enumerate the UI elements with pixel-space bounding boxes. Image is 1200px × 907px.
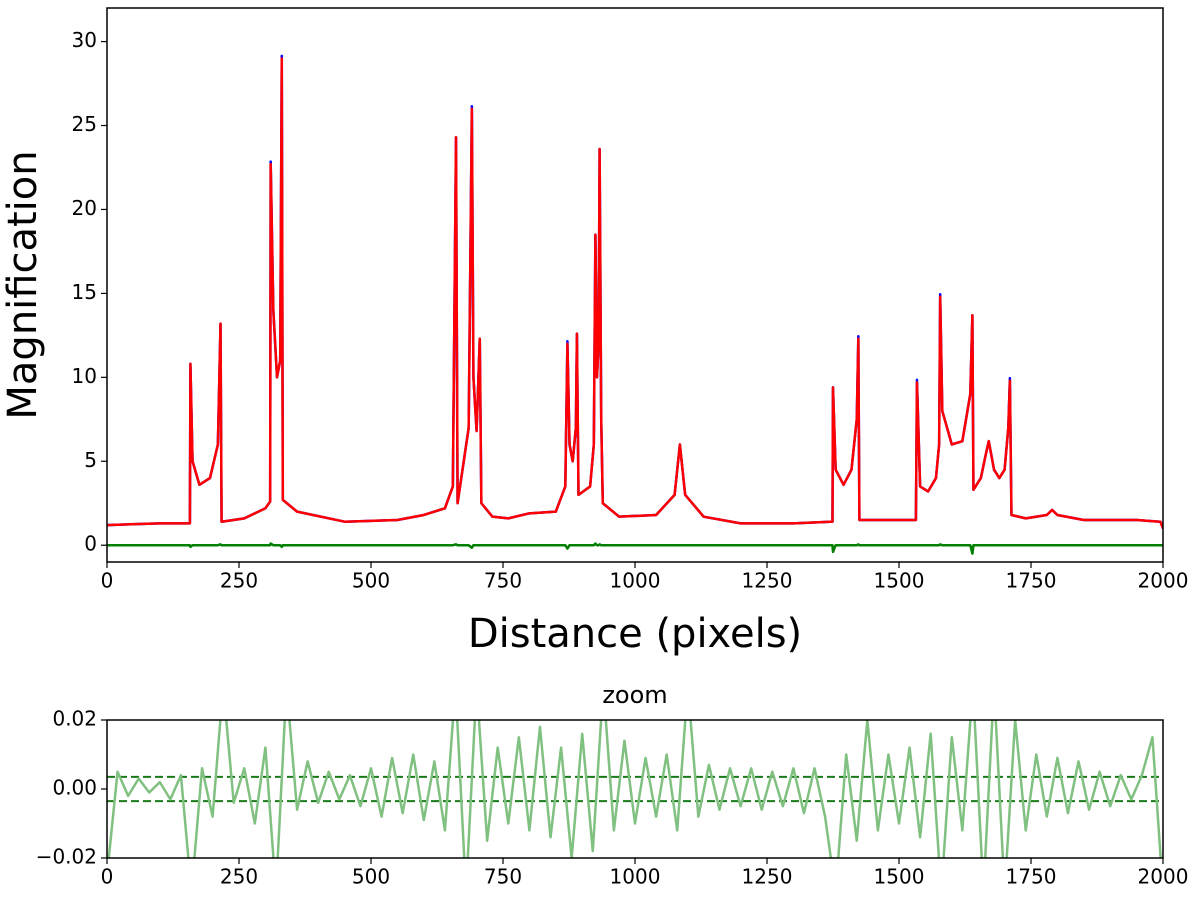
x-tick-label: 1500 bbox=[874, 569, 925, 593]
data-line bbox=[107, 542, 1163, 555]
y-tick-label: 0 bbox=[84, 532, 97, 556]
axes-frame bbox=[106, 719, 1164, 859]
y-tick-label: −0.02 bbox=[36, 845, 97, 869]
data-line bbox=[107, 57, 1163, 529]
x-tick-label: 1250 bbox=[742, 569, 793, 593]
x-tick-label: 250 bbox=[220, 865, 258, 889]
x-tick-label: 250 bbox=[220, 569, 258, 593]
y-tick-label: 0.00 bbox=[52, 776, 97, 800]
x-tick-label: 2000 bbox=[1138, 865, 1189, 889]
plot-area bbox=[107, 54, 1163, 555]
chart-title: zoom bbox=[602, 681, 667, 709]
x-tick-label: 1250 bbox=[742, 865, 793, 889]
x-tick-label: 750 bbox=[484, 569, 522, 593]
x-tick-label: 2000 bbox=[1138, 569, 1189, 593]
x-tick-label: 0 bbox=[101, 865, 114, 889]
x-tick-label: 0 bbox=[101, 569, 114, 593]
y-tick-label: 25 bbox=[72, 112, 97, 136]
x-tick-label: 1750 bbox=[1006, 569, 1057, 593]
axes-frame bbox=[106, 7, 1164, 563]
x-tick-label: 1000 bbox=[610, 569, 661, 593]
plot-area bbox=[107, 720, 1163, 858]
y-tick-label: 0.02 bbox=[52, 707, 97, 731]
x-tick-label: 1750 bbox=[1006, 865, 1057, 889]
y-tick-label: 15 bbox=[72, 280, 97, 304]
y-axis-label: Magnification bbox=[0, 150, 46, 419]
x-tick-label: 500 bbox=[352, 865, 390, 889]
y-tick-label: 5 bbox=[84, 448, 97, 472]
x-axis-label: Distance (pixels) bbox=[468, 611, 802, 657]
y-tick-label: 20 bbox=[72, 196, 97, 220]
y-tick-label: 10 bbox=[72, 364, 97, 388]
x-tick-label: 1500 bbox=[874, 865, 925, 889]
x-tick-label: 750 bbox=[484, 865, 522, 889]
x-tick-label: 500 bbox=[352, 569, 390, 593]
y-tick-label: 30 bbox=[72, 28, 97, 52]
x-tick-label: 1000 bbox=[610, 865, 661, 889]
data-line bbox=[107, 720, 1162, 858]
